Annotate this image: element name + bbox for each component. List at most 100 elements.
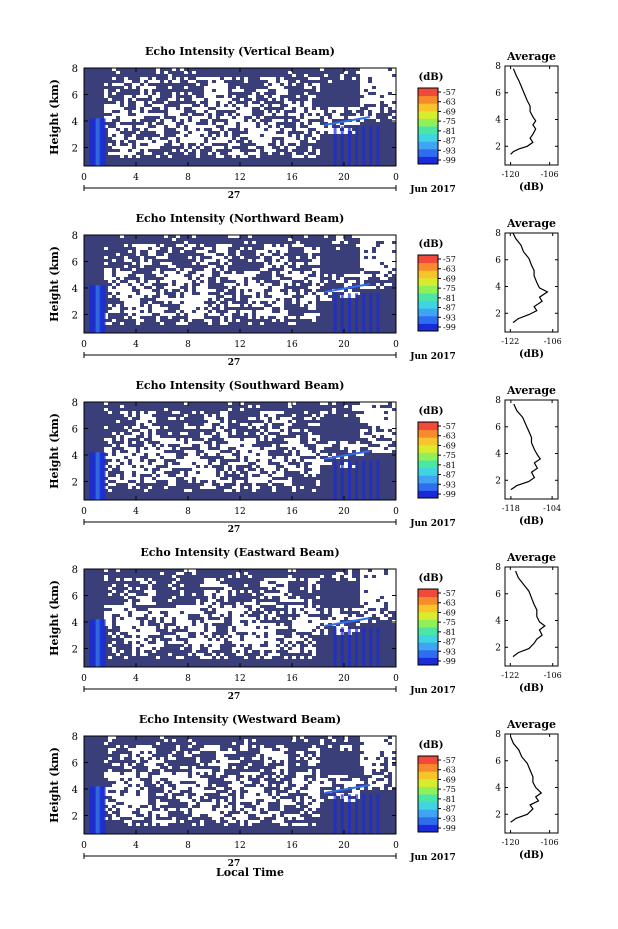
echo-gap-cell (292, 489, 296, 492)
colorbar-swatch (418, 590, 438, 594)
echo-gap-cell (292, 638, 296, 641)
echo-gap-cell (120, 292, 124, 295)
echo-gap-cell (184, 751, 188, 754)
echo-gap-cell (236, 483, 240, 486)
colorbar-swatch (418, 133, 438, 136)
echo-gap-cell (152, 456, 156, 459)
echo-gap-cell (220, 140, 224, 143)
echo-gap-cell (276, 814, 280, 817)
echo-gap-cell (296, 644, 300, 647)
echo-gap-cell (152, 247, 156, 250)
echo-gap-cell (252, 811, 256, 814)
echo-gap-cell (228, 256, 232, 259)
echo-gap-cell (136, 602, 140, 605)
echo-gap-cell (228, 808, 232, 811)
echo-gap-cell (208, 435, 212, 438)
echo-gap-cell (248, 611, 252, 614)
echo-gap-cell (316, 605, 320, 608)
month-label: Jun 2017 (409, 853, 456, 863)
echo-gap-cell (392, 602, 396, 605)
echo-gap-cell (156, 647, 160, 650)
echo-gap-cell (224, 760, 228, 763)
echo-gap-cell (268, 644, 272, 647)
echo-gap-cell (392, 402, 396, 405)
echo-gap-cell (296, 814, 300, 817)
echo-gap-cell (168, 635, 172, 638)
colorbar-swatch (418, 820, 438, 823)
echo-gap-cell (268, 128, 272, 131)
echo-gap-cell (156, 271, 160, 274)
echo-gap-cell (212, 453, 216, 456)
profile-frame (504, 65, 559, 166)
echo-gap-cell (148, 423, 152, 426)
echo-gap-cell (232, 781, 236, 784)
echo-streak (347, 126, 351, 166)
echo-gap-cell (364, 593, 368, 596)
echo-gap-cell (280, 578, 284, 581)
echo-gap-cell (312, 140, 316, 143)
echo-gap-cell (248, 316, 252, 319)
echo-gap-cell (272, 259, 276, 262)
echo-gap-cell (132, 456, 136, 459)
echo-gap-cell (376, 605, 380, 608)
echo-gap-cell (216, 80, 220, 83)
echo-gap-cell (264, 629, 268, 632)
echo-gap-cell (360, 98, 364, 101)
echo-gap-cell (232, 751, 236, 754)
echo-gap-cell (364, 405, 368, 408)
colorbar-swatch (418, 260, 438, 264)
echo-streak (369, 293, 373, 333)
echo-gap-cell (368, 581, 372, 584)
echo-gap-cell (132, 644, 136, 647)
echo-gap-cell (132, 632, 136, 635)
echo-streaks (89, 784, 380, 834)
echo-gap-cell (392, 262, 396, 265)
colorbar-swatch (418, 475, 438, 478)
echo-gap-cell (112, 128, 116, 131)
echo-gap-cell (324, 608, 328, 611)
echo-gap-cell (220, 793, 224, 796)
echo-gap-cell (208, 101, 212, 104)
echo-gap-cell (176, 772, 180, 775)
echo-gap-cell (388, 754, 392, 757)
echo-gap-cell (172, 143, 176, 146)
echo-gap-cell (112, 292, 116, 295)
echo-gap-cell (224, 766, 228, 769)
echo-gap-cell (144, 429, 148, 432)
echo-gap-cell (200, 459, 204, 462)
echo-gap-cell (144, 787, 148, 790)
echo-gap-cell (140, 417, 144, 420)
echo-gap-cell (176, 280, 180, 283)
echo-gap-cell (108, 110, 112, 113)
echo-gap-cell (236, 638, 240, 641)
echo-gap-cell (256, 119, 260, 122)
echo-gap-cell (140, 104, 144, 107)
profile-x-tick-label: -118 (502, 504, 520, 513)
echo-gap-cell (124, 244, 128, 247)
echo-gap-cell (124, 778, 128, 781)
echo-streak (99, 452, 106, 500)
echo-gap-cell (272, 256, 276, 259)
echo-gap-cell (276, 480, 280, 483)
echo-gap-cell (120, 289, 124, 292)
echo-gap-cell (116, 763, 120, 766)
echo-gap-cell (196, 635, 200, 638)
echo-gap-cell (384, 110, 388, 113)
echo-gap-cell (240, 447, 244, 450)
echo-gap-cell (372, 95, 376, 98)
echo-gap-cell (200, 808, 204, 811)
echo-gap-cell (236, 489, 240, 492)
echo-gap-cell (284, 462, 288, 465)
echo-gap-cell (276, 757, 280, 760)
echo-gap-cell (104, 817, 108, 820)
echo-gap-cell (124, 808, 128, 811)
echo-gap-cell (160, 760, 164, 763)
echo-gap-cell (256, 283, 260, 286)
echo-gap-cell (124, 763, 128, 766)
echo-gap-cell (116, 453, 120, 456)
echo-gap-cell (336, 578, 340, 581)
echo-gap-cell (220, 304, 224, 307)
colorbar-tick-label: -87 (443, 137, 456, 146)
echo-gap-cell (324, 402, 328, 405)
echo-gap-cell (220, 611, 224, 614)
